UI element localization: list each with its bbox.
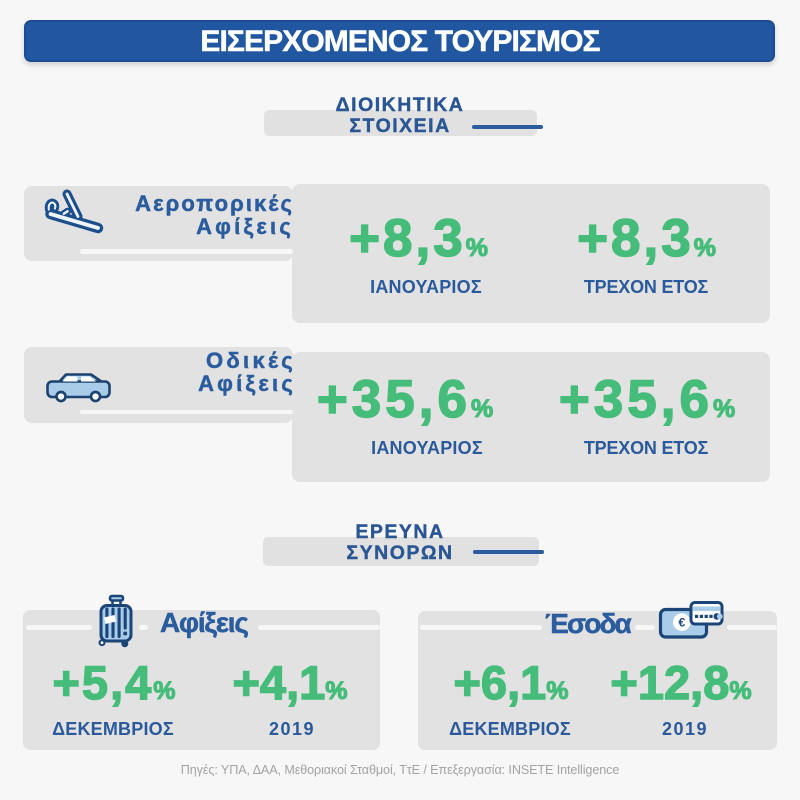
svg-text:€: € <box>678 615 685 629</box>
